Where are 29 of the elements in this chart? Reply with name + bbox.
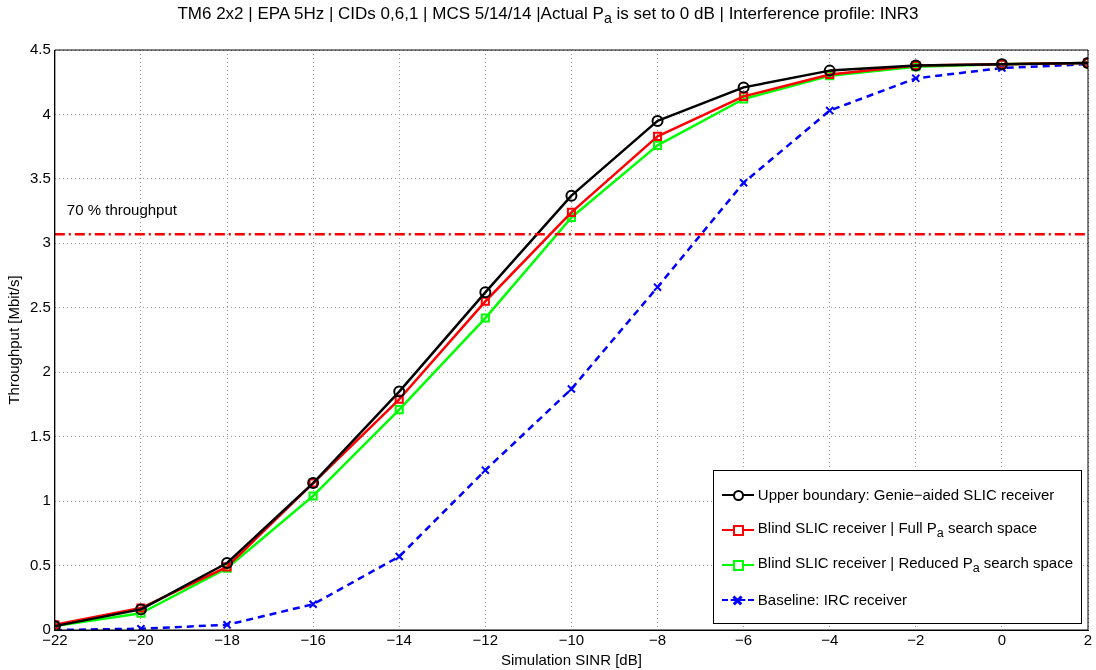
chart-title: TM6 2x2 | EPA 5Hz | CIDs 0,6,1 | MCS 5/14/14 |Actual P$_{a}$ is set to 0 dB | Interference profile: INR3 [176, 4, 920, 27]
x-tick-label: −4 [821, 631, 839, 649]
x-tick-label: −8 [648, 631, 667, 649]
x-tick-label: 2 [1083, 631, 1093, 649]
x-tick-label: −18 [214, 631, 240, 649]
ref-line-label: 70 % throughput [66, 201, 178, 219]
y-axis-title: Throughput [Mbit/s] [5, 275, 23, 405]
x-tick-label: −20 [128, 631, 154, 649]
y-tick-label: 3.5 [29, 169, 51, 187]
y-tick-label: 3 [42, 233, 51, 251]
y-tick-label: 2 [42, 362, 51, 380]
legend-label: Baseline: IRC receiver [757, 591, 908, 608]
legend-label: Upper boundary: Genie−aided SLIC receiver [757, 486, 1055, 503]
y-tick-label: 4 [42, 104, 51, 122]
x-axis-title: Simulation SINR [dB] [500, 651, 642, 669]
x-tick-label: −16 [300, 631, 326, 649]
x-tick-label: −14 [386, 631, 412, 649]
x-tick-label: 0 [997, 631, 1007, 649]
x-tick-label: −6 [735, 631, 753, 649]
y-tick-label: 2.5 [29, 297, 51, 315]
x-tick-label: −10 [558, 631, 585, 649]
y-tick-label: 1.5 [29, 426, 51, 444]
legend-label: Blind SLIC receiver | Full P$_{a}$ search space [757, 519, 1038, 540]
y-tick-label: 1 [42, 491, 51, 509]
y-tick-label: 4.5 [29, 40, 51, 58]
legend-label: Blind SLIC receiver | Reduced P$_{a}$ search space [757, 554, 1073, 575]
x-tick-label: −2 [907, 631, 925, 649]
y-tick-label: 0.5 [29, 555, 51, 573]
x-tick-label: −12 [472, 631, 499, 649]
